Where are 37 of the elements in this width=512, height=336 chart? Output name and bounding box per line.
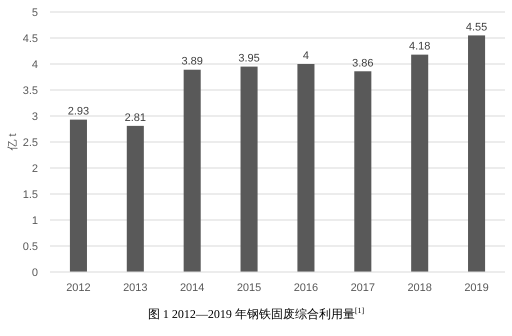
bar [240,66,258,272]
bar [297,64,314,272]
y-tick-label: 1 [32,215,38,227]
data-label: 2.81 [124,112,146,124]
text: 图 1 2012—2019 年钢铁固废综合利用量$^{[1]}$ [146,306,366,323]
bar [184,70,201,272]
y-tick-label: 3.5 [22,85,38,97]
y-tick-label: 3 [32,111,38,123]
data-label: 3.89 [181,56,203,68]
y-tick-label: 1.5 [22,189,38,201]
y-tick-label: 0.5 [22,241,38,253]
bar [126,126,144,272]
y-tick-label: 5 [32,7,38,19]
data-label: 4.18 [408,40,430,53]
bar [411,54,428,272]
bar [70,120,87,272]
data-label: 2.93 [68,106,90,118]
y-tick-label: 2.5 [22,137,38,149]
bar [354,71,372,272]
data-label: 4 [302,50,309,62]
x-tick-label: 2013 [123,282,148,294]
y-tick-label: 4.5 [22,33,38,45]
y-tick-label: 2 [32,163,38,175]
x-tick-label: 2018 [407,282,432,294]
x-tick-label: 2015 [236,282,262,294]
bar [468,35,486,272]
y-tick-label: 0 [32,267,38,279]
x-tick-label: 2017 [350,282,376,294]
x-tick-label: 2016 [294,282,318,294]
x-tick-label: 2012 [66,282,91,294]
data-label: 4.55 [466,21,488,34]
data-label: 3.95 [238,52,260,65]
data-label: 3.86 [352,57,374,70]
y-tick-label: 4 [32,59,38,71]
y-axis-title: 亿 t [7,133,19,152]
x-tick-label: 2014 [180,282,204,294]
x-tick-label: 2019 [464,282,489,294]
